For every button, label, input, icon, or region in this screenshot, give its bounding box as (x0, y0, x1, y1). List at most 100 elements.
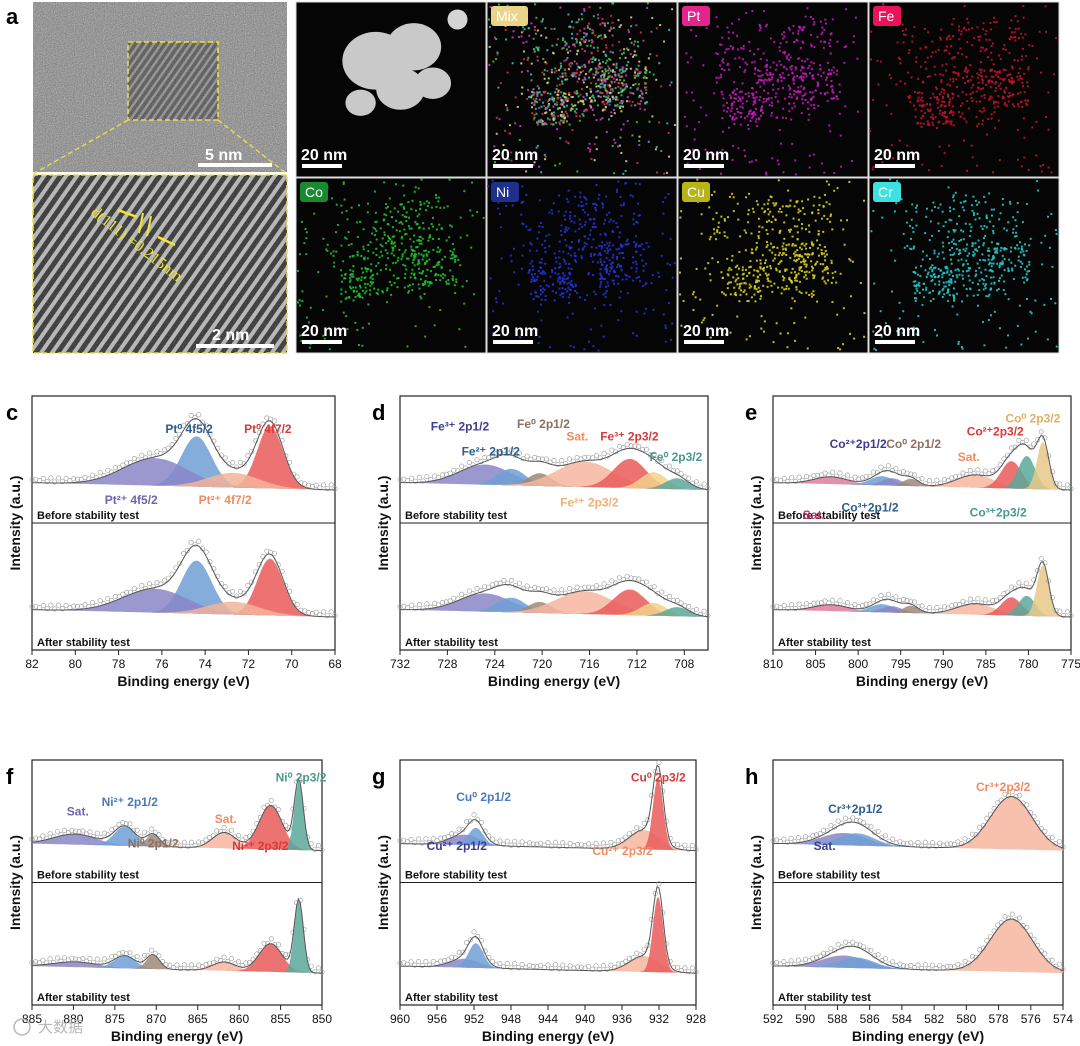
x-tick-label: 865 (188, 1012, 208, 1026)
peak-5 (400, 602, 708, 617)
x-tick-label: 82 (25, 657, 39, 671)
stability-label-after: After stability test (37, 637, 130, 649)
eds-tag-label: Cr (878, 184, 893, 200)
peak-3 (400, 897, 696, 974)
scale-bar (875, 340, 915, 344)
spectrum-after: After stability test (29, 538, 338, 649)
panel-label: d (372, 400, 385, 425)
spectrum-after: After stability test (770, 911, 1066, 1004)
peak-label: Fe⁰ 2p1/2 (517, 417, 570, 431)
x-tick-label: 932 (649, 1012, 669, 1026)
x-axis: 810 805 800 795 790 785 780 775 (763, 650, 1080, 671)
eds-map-pt: Pt 20 nm (677, 1, 869, 178)
scale-bar (684, 164, 724, 168)
peak-label: Pt⁰ 4f5/2 (165, 422, 213, 436)
spectrum-after: After stability test (29, 897, 325, 1004)
x-axis: 82 80 78 76 74 72 70 68 (25, 650, 342, 671)
x-tick-label: 78 (112, 657, 126, 671)
peak-label: Cu⁰ 2p1/2 (456, 790, 511, 804)
x-tick-label: 732 (390, 657, 410, 671)
x-axis-label: Binding energy (eV) (482, 1028, 614, 1044)
peak-1 (32, 426, 335, 490)
peak-5 (400, 472, 708, 490)
eds-tag-label: Fe (878, 8, 895, 24)
peak-label: Fe⁰ 2p3/2 (649, 450, 702, 464)
raw-data-points (397, 881, 699, 975)
raw-data-points (397, 759, 699, 852)
peak-1 (773, 833, 1063, 851)
x-tick-label: 586 (860, 1012, 880, 1026)
peak-label: Pt⁰ 4f7/2 (244, 422, 292, 436)
panel-label: e (745, 400, 757, 425)
x-tick-label: 590 (795, 1012, 815, 1026)
peak-3 (32, 601, 335, 617)
eds-tag-cu: Cu (682, 182, 710, 202)
x-tick-label: 582 (924, 1012, 944, 1026)
peak-label: Co³⁺2p3/2 (970, 506, 1027, 520)
eds-tag-label: Ni (496, 184, 509, 200)
fit-envelope (400, 447, 709, 491)
x-tick-label: 775 (1061, 657, 1080, 671)
peak-6 (400, 478, 708, 490)
peak-label: Co⁰ 2p3/2 (1005, 412, 1060, 426)
x-tick-label: 588 (827, 1012, 847, 1026)
x-axis-label: Binding energy (eV) (488, 673, 620, 689)
peak-0 (32, 560, 335, 617)
y-axis-label: Intensity (a.u.) (375, 476, 391, 571)
peak-label: Sat. (814, 839, 836, 853)
scale-bar (684, 340, 724, 344)
peak-label: Fe³⁺ 2p1/2 (431, 419, 490, 433)
stability-label-after: After stability test (405, 992, 498, 1004)
peak-label: Ni⁰ 2p3/2 (276, 770, 327, 784)
eds-tag-fe: Fe (873, 6, 901, 26)
x-tick-label: 940 (575, 1012, 595, 1026)
x-axis-label: Binding energy (eV) (111, 1028, 243, 1044)
spectrum-before: Before stability test (770, 429, 1074, 522)
spectrum-before: Before stability test (397, 759, 699, 882)
panel-label: g (372, 764, 385, 789)
x-tick-label: 870 (146, 1012, 166, 1026)
spectrum-after: After stability test (397, 881, 699, 1004)
y-axis-label: Intensity (a.u.) (748, 835, 764, 930)
scale-bar-label: 20 nm (683, 323, 729, 340)
x-tick-label: 800 (848, 657, 868, 671)
spectrum-before: Before stability test (29, 777, 325, 882)
watermark: 大数据 (13, 1018, 83, 1036)
spectrum-before: Before stability test (397, 442, 711, 522)
scale-bar-label: 20 nm (492, 323, 538, 340)
eds-map-ni: Ni 20 nm (486, 177, 678, 354)
scale-bar-5nm: 5 nm (205, 147, 242, 164)
x-tick-label: 855 (271, 1012, 291, 1026)
peak-label: Fe²⁺ 2p3/2 (560, 496, 619, 510)
peak-label: Sat. (67, 805, 89, 819)
peak-3 (773, 478, 1071, 490)
x-tick-label: 716 (580, 657, 600, 671)
peak-3 (32, 472, 335, 490)
peak-1 (773, 957, 1063, 974)
x-tick-label: 576 (1021, 1012, 1041, 1026)
peak-label: Sat. (566, 429, 588, 443)
x-tick-label: 574 (1053, 1012, 1073, 1026)
peak-0 (32, 834, 322, 851)
eds-map-haadf: 20 nm (295, 1, 487, 178)
y-axis-label: Intensity (a.u.) (7, 476, 23, 571)
raw-data-points (770, 789, 1066, 850)
spectrum-after: After stability test (770, 556, 1074, 649)
x-tick-label: 592 (763, 1012, 783, 1026)
y-axis-label: Intensity (a.u.) (375, 835, 391, 930)
x-tick-label: 790 (933, 657, 953, 671)
peak-5 (32, 781, 322, 851)
scale-bar-label: 20 nm (301, 323, 347, 340)
peak-label: Co²⁺2p3/2 (967, 424, 1024, 438)
eds-tag-ni: Ni (491, 182, 519, 202)
fit-envelope (31, 897, 322, 974)
x-tick-label: 80 (69, 657, 83, 671)
x-tick-label: 584 (892, 1012, 912, 1026)
x-tick-label: 805 (806, 657, 826, 671)
panel-label: h (745, 764, 758, 789)
x-tick-label: 785 (976, 657, 996, 671)
scale-bar-2nm: 2 nm (212, 327, 249, 344)
eds-map-grid: 20 nm Mix 20 nm Pt 20 nm Fe 20 nm Co 20 nm Ni 20 n… (295, 1, 1060, 354)
peak-2 (32, 588, 335, 617)
